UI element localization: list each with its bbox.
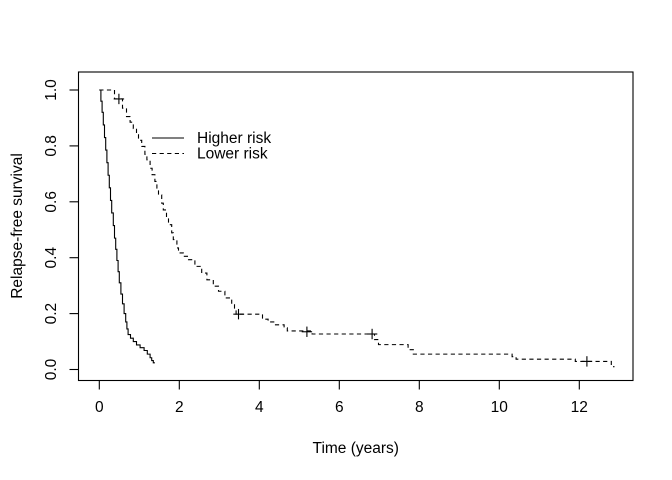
x-axis-tick-label: 6 xyxy=(335,399,344,416)
y-axis-tick-label: 0.8 xyxy=(43,135,60,157)
x-axis-tick-label: 12 xyxy=(571,399,588,416)
y-axis-tick-label: 0.2 xyxy=(43,303,60,325)
plot-box xyxy=(77,71,634,382)
survival-curve-lower-risk xyxy=(99,89,615,368)
x-axis-title: Time (years) xyxy=(313,440,399,457)
survival-curve-higher-risk xyxy=(99,89,155,364)
y-axis-tick-label: 0.0 xyxy=(43,358,60,380)
x-axis-tick-label: 8 xyxy=(415,399,424,416)
legend-label-higher-risk: Higher risk xyxy=(197,130,271,147)
y-axis-tick-label: 1.0 xyxy=(43,79,60,101)
legend-label-lower-risk: Lower risk xyxy=(197,146,268,163)
x-axis-tick-label: 0 xyxy=(95,399,104,416)
y-axis-tick-label: 0.4 xyxy=(43,247,60,269)
x-axis-tick-label: 10 xyxy=(491,399,509,416)
x-axis-tick-label: 4 xyxy=(255,399,264,416)
x-axis-tick-label: 2 xyxy=(175,399,184,416)
y-axis-tick-label: 0.6 xyxy=(43,191,60,213)
y-axis-title: Relapse-free survival xyxy=(9,153,26,299)
